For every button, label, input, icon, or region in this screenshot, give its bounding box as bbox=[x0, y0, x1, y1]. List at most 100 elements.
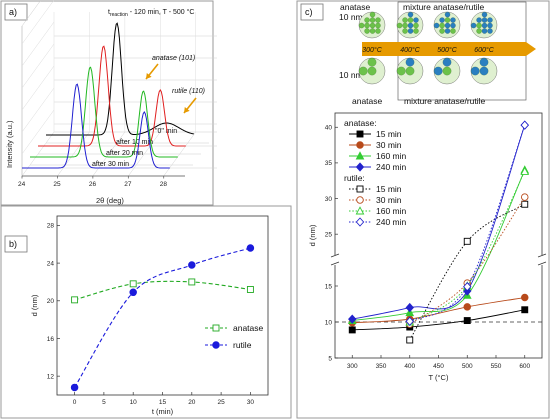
panel-a-label: a) bbox=[4, 3, 28, 21]
rutile-particle bbox=[470, 22, 477, 29]
y-tick-label: 24 bbox=[47, 260, 55, 267]
point-rutile-240 min bbox=[405, 316, 414, 326]
temp-label: 500°C bbox=[437, 46, 457, 54]
anatase-particle bbox=[367, 66, 377, 76]
rutile-particle bbox=[407, 28, 414, 34]
anatase-particle bbox=[405, 66, 415, 76]
phase-label: anatase bbox=[352, 96, 383, 106]
rutile-particle bbox=[413, 17, 419, 23]
anatase-particle bbox=[396, 66, 406, 76]
grid-line bbox=[21, 131, 55, 177]
rutile-particle bbox=[444, 11, 451, 18]
legend-label: 160 min bbox=[376, 151, 407, 161]
anatase-particle bbox=[375, 28, 381, 34]
point-anatase-15 min bbox=[521, 306, 529, 314]
rutile-particle bbox=[487, 28, 493, 34]
series-line-anatase-15 min bbox=[352, 309, 525, 331]
x-tick-label: 15 bbox=[159, 399, 167, 406]
anatase-particle bbox=[358, 22, 365, 29]
legend-marker bbox=[212, 324, 220, 332]
y-tick-label: 30 bbox=[325, 196, 333, 203]
anatase-particle bbox=[396, 22, 403, 29]
anatase-particle bbox=[369, 28, 376, 34]
axis-break-mark bbox=[330, 253, 340, 258]
legend-label: 30 min bbox=[376, 195, 402, 205]
anatase-peak-label: anatase (101) bbox=[152, 55, 195, 62]
series-line-rutile-15 min bbox=[409, 203, 525, 341]
y-tick-label: 20 bbox=[47, 298, 55, 305]
x-tick-label: 26 bbox=[89, 181, 97, 188]
row-label-large: 10 nm < bbox=[339, 70, 370, 80]
point-anatase-30 min bbox=[521, 293, 529, 302]
anatase-particle bbox=[476, 28, 482, 34]
x-tick-label: 300 bbox=[347, 363, 358, 370]
point-rutile bbox=[70, 383, 79, 392]
point-rutile-15 min bbox=[463, 237, 471, 245]
xrd-curve-1 bbox=[38, 45, 186, 147]
rutile-particle bbox=[479, 66, 489, 76]
phase-label: mixture anatase/rutile bbox=[403, 2, 485, 12]
row-label-small: 10 nm > bbox=[339, 12, 370, 22]
x-axis-label: t (min) bbox=[152, 407, 174, 416]
anatase-particle bbox=[450, 28, 456, 34]
point-anatase bbox=[188, 278, 196, 286]
x-tick-label: 10 bbox=[130, 399, 138, 406]
grid-line bbox=[21, 109, 55, 155]
anatase-particle bbox=[413, 22, 419, 29]
legend-marker bbox=[356, 185, 364, 193]
size-vs-time-plot: 0 5 10 15 20 25 30 12 16 20 24 28 t (min) d (nm) anata… bbox=[30, 215, 269, 416]
legend-label: 30 min bbox=[376, 140, 402, 150]
point-rutile bbox=[188, 261, 196, 269]
rutile-particle bbox=[407, 22, 414, 29]
grid-line bbox=[163, 131, 196, 177]
point-anatase bbox=[71, 296, 79, 304]
anatase-particle bbox=[407, 17, 414, 23]
anatase-particle bbox=[375, 22, 381, 29]
temperature-arrow bbox=[362, 42, 536, 56]
legend-marker bbox=[355, 217, 365, 227]
y-tick-label: 28 bbox=[47, 223, 55, 230]
rutile-peak-label: rutile (110) bbox=[172, 88, 205, 95]
anatase-arrow-head bbox=[146, 73, 152, 79]
grid-line bbox=[21, 21, 55, 67]
x-tick-label: 350 bbox=[376, 363, 387, 370]
point-rutile-240 min bbox=[520, 120, 529, 130]
anatase-particle bbox=[375, 17, 381, 23]
rutile-particle bbox=[487, 22, 493, 29]
x-tick-label: 450 bbox=[433, 363, 444, 370]
panel-a-ylabel: Intensity (a.u.) bbox=[5, 120, 14, 168]
series-line-rutile-160 min bbox=[409, 171, 526, 323]
grid-line bbox=[21, 0, 55, 45]
series-line-anatase-160 min bbox=[352, 169, 526, 322]
rutile-particle bbox=[487, 17, 493, 23]
anatase-particle bbox=[402, 28, 408, 34]
legend-label: 15 min bbox=[376, 129, 402, 139]
y-tick-label: 25 bbox=[325, 231, 333, 238]
rutile-particle bbox=[481, 17, 488, 23]
temp-label: 300°C bbox=[362, 46, 382, 54]
rutile-particle bbox=[450, 22, 456, 29]
rutile-particle bbox=[470, 66, 480, 76]
reaction-conditions: treaction - 120 min, T - 500 °C bbox=[108, 8, 195, 18]
point-rutile-30 min bbox=[521, 193, 529, 201]
grid-line bbox=[21, 65, 55, 111]
panel-a-xlabel: 2θ (deg) bbox=[96, 196, 124, 205]
point-anatase-15 min bbox=[348, 326, 356, 334]
anatase-particle bbox=[369, 11, 376, 18]
anatase-particle bbox=[369, 17, 376, 23]
x-tick-label: 600 bbox=[519, 363, 530, 370]
curve-label: after 20 min bbox=[106, 150, 143, 157]
grid-line bbox=[21, 43, 55, 89]
y-axis-label: d (nm) bbox=[30, 294, 39, 316]
x-tick-label: 30 bbox=[247, 399, 255, 406]
y-tick-label: 10 bbox=[325, 319, 333, 326]
anatase-particle bbox=[402, 22, 408, 29]
x-tick-label: 500 bbox=[462, 363, 473, 370]
legend-label: 160 min bbox=[376, 206, 407, 216]
anatase-particle bbox=[439, 28, 445, 34]
svg-text:c): c) bbox=[305, 7, 313, 17]
point-rutile-15 min bbox=[521, 200, 529, 208]
